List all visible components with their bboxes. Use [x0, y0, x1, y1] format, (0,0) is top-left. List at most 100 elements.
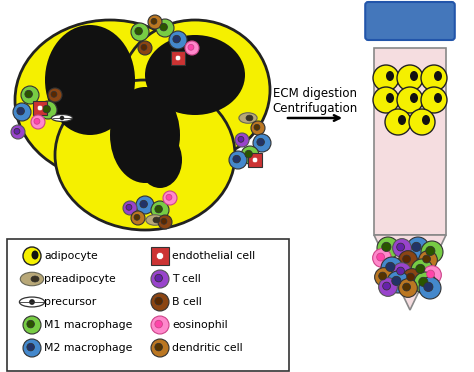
Circle shape [386, 262, 395, 272]
Circle shape [23, 316, 41, 334]
Circle shape [138, 41, 152, 55]
Circle shape [427, 270, 435, 278]
Circle shape [423, 266, 441, 284]
Ellipse shape [434, 71, 442, 81]
Circle shape [412, 242, 421, 251]
Circle shape [373, 248, 392, 267]
Circle shape [60, 116, 64, 120]
Circle shape [233, 155, 240, 163]
Text: Centrifugation: Centrifugation [273, 102, 357, 115]
FancyBboxPatch shape [248, 153, 262, 167]
Circle shape [421, 241, 443, 263]
Circle shape [397, 243, 404, 251]
Ellipse shape [52, 115, 73, 122]
Ellipse shape [15, 20, 205, 180]
Circle shape [257, 138, 264, 146]
Circle shape [397, 267, 404, 275]
Circle shape [131, 211, 145, 225]
FancyBboxPatch shape [365, 2, 455, 40]
Text: B cell: B cell [172, 297, 202, 307]
Text: adipocyte: adipocyte [44, 251, 98, 261]
Text: eosinophil: eosinophil [172, 320, 228, 330]
FancyBboxPatch shape [7, 239, 289, 371]
Circle shape [379, 272, 386, 280]
Circle shape [140, 200, 147, 208]
Circle shape [419, 277, 441, 299]
Circle shape [421, 65, 447, 91]
Ellipse shape [120, 20, 270, 160]
Circle shape [161, 218, 167, 224]
Circle shape [402, 269, 421, 287]
Circle shape [419, 251, 438, 269]
Circle shape [229, 151, 247, 169]
Circle shape [374, 267, 393, 286]
Circle shape [407, 273, 415, 281]
Circle shape [166, 194, 172, 200]
FancyBboxPatch shape [374, 48, 446, 235]
Circle shape [392, 276, 401, 286]
Circle shape [48, 88, 62, 102]
Circle shape [151, 339, 169, 357]
Ellipse shape [153, 217, 160, 223]
Circle shape [379, 278, 397, 296]
Circle shape [173, 35, 181, 43]
Circle shape [23, 339, 41, 357]
Circle shape [399, 279, 417, 297]
Circle shape [135, 27, 142, 35]
FancyBboxPatch shape [171, 51, 185, 65]
Circle shape [141, 44, 147, 50]
Circle shape [409, 109, 435, 135]
FancyBboxPatch shape [151, 247, 169, 265]
Circle shape [151, 201, 169, 219]
Circle shape [392, 263, 411, 281]
Ellipse shape [410, 93, 418, 103]
Ellipse shape [239, 113, 257, 123]
Circle shape [411, 259, 433, 281]
Circle shape [51, 92, 57, 97]
Circle shape [424, 282, 433, 292]
Circle shape [387, 271, 409, 293]
Circle shape [155, 274, 163, 282]
Circle shape [160, 23, 167, 31]
Circle shape [235, 133, 249, 147]
Ellipse shape [31, 276, 39, 282]
Circle shape [416, 264, 425, 273]
Circle shape [151, 270, 169, 288]
Circle shape [185, 41, 199, 55]
Circle shape [383, 282, 391, 290]
Circle shape [155, 297, 163, 305]
Circle shape [136, 196, 154, 214]
Ellipse shape [20, 272, 44, 286]
Ellipse shape [422, 115, 430, 125]
Circle shape [169, 31, 187, 49]
Circle shape [123, 201, 137, 215]
Circle shape [254, 124, 260, 130]
Text: M2 macrophage: M2 macrophage [44, 343, 132, 353]
Circle shape [29, 299, 35, 305]
Circle shape [238, 137, 244, 142]
Circle shape [175, 55, 181, 61]
Ellipse shape [386, 71, 394, 81]
Text: precursor: precursor [44, 297, 96, 307]
Circle shape [373, 65, 399, 91]
Text: M1 macrophage: M1 macrophage [44, 320, 132, 330]
Ellipse shape [246, 115, 253, 121]
Text: dendritic cell: dendritic cell [172, 343, 243, 353]
Ellipse shape [138, 132, 182, 188]
Circle shape [399, 251, 417, 269]
Ellipse shape [398, 115, 406, 125]
Ellipse shape [410, 71, 418, 81]
Circle shape [17, 107, 25, 115]
Circle shape [392, 239, 411, 257]
Circle shape [31, 115, 45, 129]
Circle shape [151, 293, 169, 311]
Ellipse shape [110, 87, 180, 183]
Circle shape [158, 215, 172, 229]
Circle shape [13, 103, 31, 121]
Circle shape [126, 204, 132, 210]
Text: ECM digestion: ECM digestion [273, 87, 357, 100]
Circle shape [37, 105, 43, 111]
Circle shape [151, 316, 169, 334]
Circle shape [403, 283, 410, 291]
Circle shape [252, 157, 258, 163]
